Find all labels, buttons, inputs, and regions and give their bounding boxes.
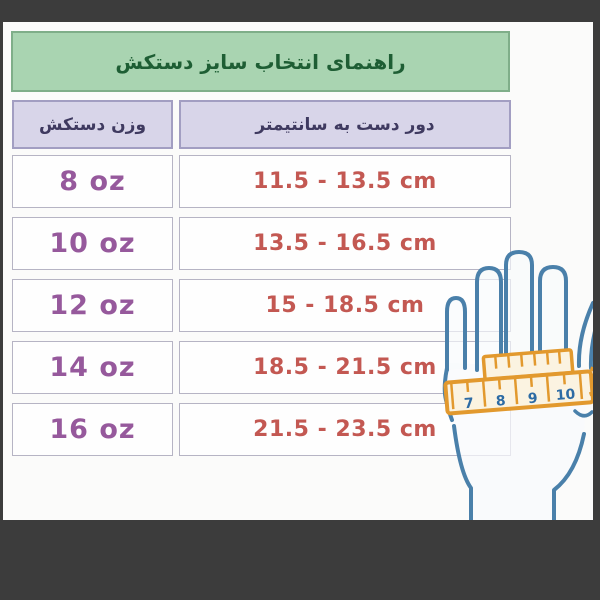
column-header-circumference-text: دور دست به سانتیمتر: [255, 114, 435, 135]
hand-measurement-illustration: 7 8 9 10: [442, 250, 593, 520]
column-header-weight: وزن دستکش: [12, 100, 173, 149]
measuring-tape: 7 8 9 10: [443, 348, 593, 416]
fingers: [445, 250, 593, 374]
tape-number-9: 9: [527, 391, 538, 408]
guide-title: راهنمای انتخاب سایز دستکش: [11, 31, 510, 92]
tape-number-8: 8: [495, 393, 506, 410]
glove-weight-cell: 12 oz: [12, 279, 173, 332]
index-finger: [538, 265, 568, 370]
wrist-right-edge: [552, 432, 586, 520]
column-header-circumference: دور دست به سانتیمتر: [179, 100, 511, 149]
hand-circumference-cell: 13.5 - 16.5 cm: [179, 217, 511, 270]
size-row-8oz: 8 oz 11.5 - 13.5 cm: [3, 155, 593, 208]
guide-title-text: راهنمای انتخاب سایز دستکش: [115, 49, 406, 74]
tape-upper-ticks: [494, 351, 562, 369]
pinky-finger: [445, 296, 467, 372]
tape-number-7: 7: [463, 396, 474, 413]
ring-finger: [475, 266, 503, 372]
guide-card: راهنمای انتخاب سایز دستکش وزن دستکش دور …: [3, 22, 593, 520]
hand-circumference-cell: 11.5 - 13.5 cm: [179, 155, 511, 208]
tape-ticks: [450, 372, 584, 410]
tape-number-10: 10: [555, 387, 576, 404]
glove-weight-cell: 16 oz: [12, 403, 173, 456]
middle-finger: [504, 250, 534, 374]
thumb-outer-edge: [588, 331, 593, 370]
size-row-10oz: 10 oz 13.5 - 16.5 cm: [3, 217, 593, 270]
glove-weight-cell: 10 oz: [12, 217, 173, 270]
column-header-weight-text: وزن دستکش: [38, 114, 147, 135]
wrist-left-edge: [452, 424, 473, 520]
thumb-inner-edge: [576, 301, 593, 368]
glove-weight-cell: 14 oz: [12, 341, 173, 394]
thumb-web-curve: [573, 409, 593, 418]
glove-weight-cell: 8 oz: [12, 155, 173, 208]
